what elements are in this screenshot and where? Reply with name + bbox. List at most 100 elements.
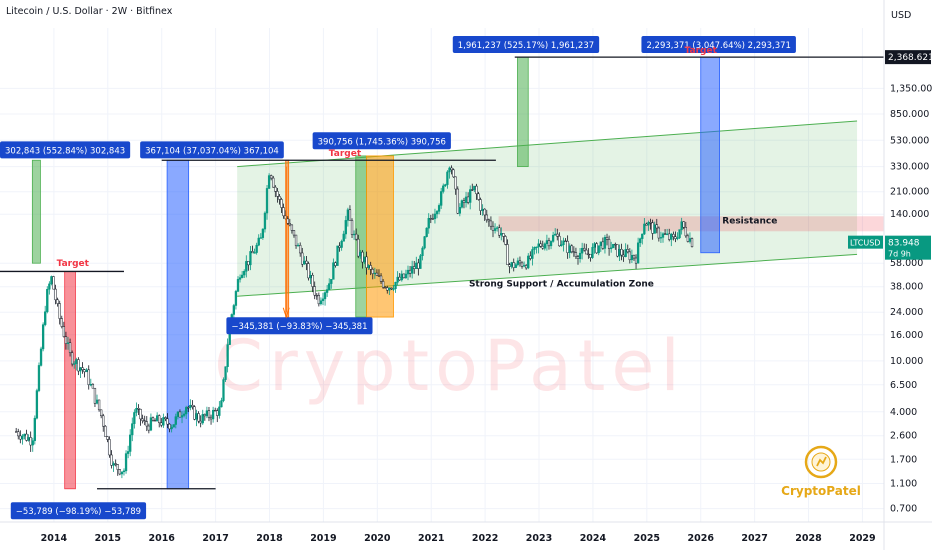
candle-body <box>64 336 68 344</box>
candle-body <box>549 241 553 247</box>
candle-body <box>118 469 121 475</box>
candle-body <box>350 220 354 235</box>
time-tick-label: 2028 <box>795 533 822 544</box>
candle-body <box>124 453 128 472</box>
measure-box <box>64 271 76 490</box>
candle-body <box>286 218 289 224</box>
candle-body <box>500 233 503 236</box>
candle-body <box>60 318 63 327</box>
candle-body <box>632 254 636 259</box>
candle-body <box>180 415 184 418</box>
candle-body <box>614 243 617 246</box>
candle-body <box>195 413 198 420</box>
candle-body <box>601 241 605 249</box>
measure-label-bg <box>140 141 284 159</box>
candle-body <box>133 412 136 424</box>
candle-body <box>591 247 594 258</box>
candle-body <box>87 369 90 385</box>
candle-body <box>682 221 685 228</box>
candle-body <box>187 407 190 409</box>
candle-body <box>450 167 453 171</box>
candle-body <box>122 470 126 473</box>
candle-body <box>622 254 625 257</box>
candle-body <box>377 275 381 277</box>
time-axis[interactable]: 2014 2015 2016 2017 2018 2019 2020 2021 2022 2023… <box>0 521 932 544</box>
candle-body <box>58 303 61 319</box>
measure-box <box>166 159 190 490</box>
candle-body <box>564 240 567 242</box>
watermark: CryptoPatel <box>214 325 686 407</box>
symbol-badge-text: LTCUSD <box>850 239 880 248</box>
measure-label: 2,293,371 (3,047.64%) 2,293,371 <box>641 35 796 53</box>
symbol-badge-bg <box>848 235 883 249</box>
candle-body <box>626 249 629 253</box>
candle-body <box>247 261 250 266</box>
candle-body <box>583 247 586 251</box>
candle-body <box>371 269 374 274</box>
price-axis[interactable]: 1,350.000 850.000 530.000 330.000 210.000 140… <box>848 0 932 550</box>
candle-body <box>454 176 457 190</box>
candle-body <box>56 299 59 304</box>
candle-body <box>670 233 673 240</box>
candle-body <box>680 221 683 230</box>
candle-body <box>207 410 211 418</box>
candle-body <box>589 253 592 258</box>
candle-body <box>506 244 509 266</box>
time-tick-label: 2014 <box>41 533 68 544</box>
time-tick-label: 2029 <box>849 533 875 544</box>
candle-body <box>576 256 580 259</box>
candle-body <box>348 209 352 221</box>
candle-body <box>120 471 124 475</box>
candle-body <box>73 363 76 365</box>
candle-body <box>603 236 607 249</box>
candle-body <box>522 265 526 267</box>
candle-body <box>665 233 669 235</box>
candle-body <box>431 218 435 220</box>
candle-body <box>493 228 497 231</box>
candle-body <box>688 238 692 242</box>
candle-body <box>292 230 296 236</box>
price-tick-label: 1,350.000 <box>890 83 932 94</box>
candle-body <box>77 359 80 372</box>
candle-body <box>678 229 681 239</box>
measure-label-bg <box>226 317 373 335</box>
candle-body <box>309 275 312 279</box>
candle-body <box>267 175 271 189</box>
candle-body <box>359 251 362 257</box>
candle-body <box>483 208 486 216</box>
candle-body <box>466 196 470 203</box>
measure-box <box>517 56 529 168</box>
currency-label[interactable]: USD <box>891 10 911 21</box>
candle-body <box>278 196 281 200</box>
candle-body <box>520 262 524 267</box>
candle-body <box>593 243 596 248</box>
candle-body <box>97 399 101 411</box>
candle-body <box>203 414 206 417</box>
candle-body <box>209 416 213 420</box>
candle-body <box>570 245 573 253</box>
candle-body <box>162 417 165 426</box>
watermark-text: CryptoPatel <box>214 325 686 407</box>
logo-circle-icon <box>804 445 838 479</box>
candle-body <box>330 279 333 284</box>
candle-body <box>433 213 437 220</box>
candle-body <box>529 255 532 259</box>
candle-body <box>263 212 267 230</box>
candle-body <box>160 422 163 426</box>
candle-body <box>303 260 306 265</box>
candle-body <box>294 234 298 247</box>
candle-body <box>52 276 55 290</box>
candle-body <box>473 185 476 190</box>
candle-body <box>417 262 420 269</box>
candle-body <box>259 237 262 239</box>
measure-label-text: −53,789 (−98.19%) −53,789 <box>16 507 141 517</box>
candle-body <box>676 237 679 239</box>
measure-label-bg <box>10 502 147 520</box>
candle-body <box>172 424 175 428</box>
price-tick-label: 10.000 <box>890 356 923 367</box>
candle-body <box>15 431 18 433</box>
measure-label-bg <box>312 132 451 150</box>
price-tick-label: 24.000 <box>890 307 923 318</box>
candle-body <box>35 390 39 419</box>
